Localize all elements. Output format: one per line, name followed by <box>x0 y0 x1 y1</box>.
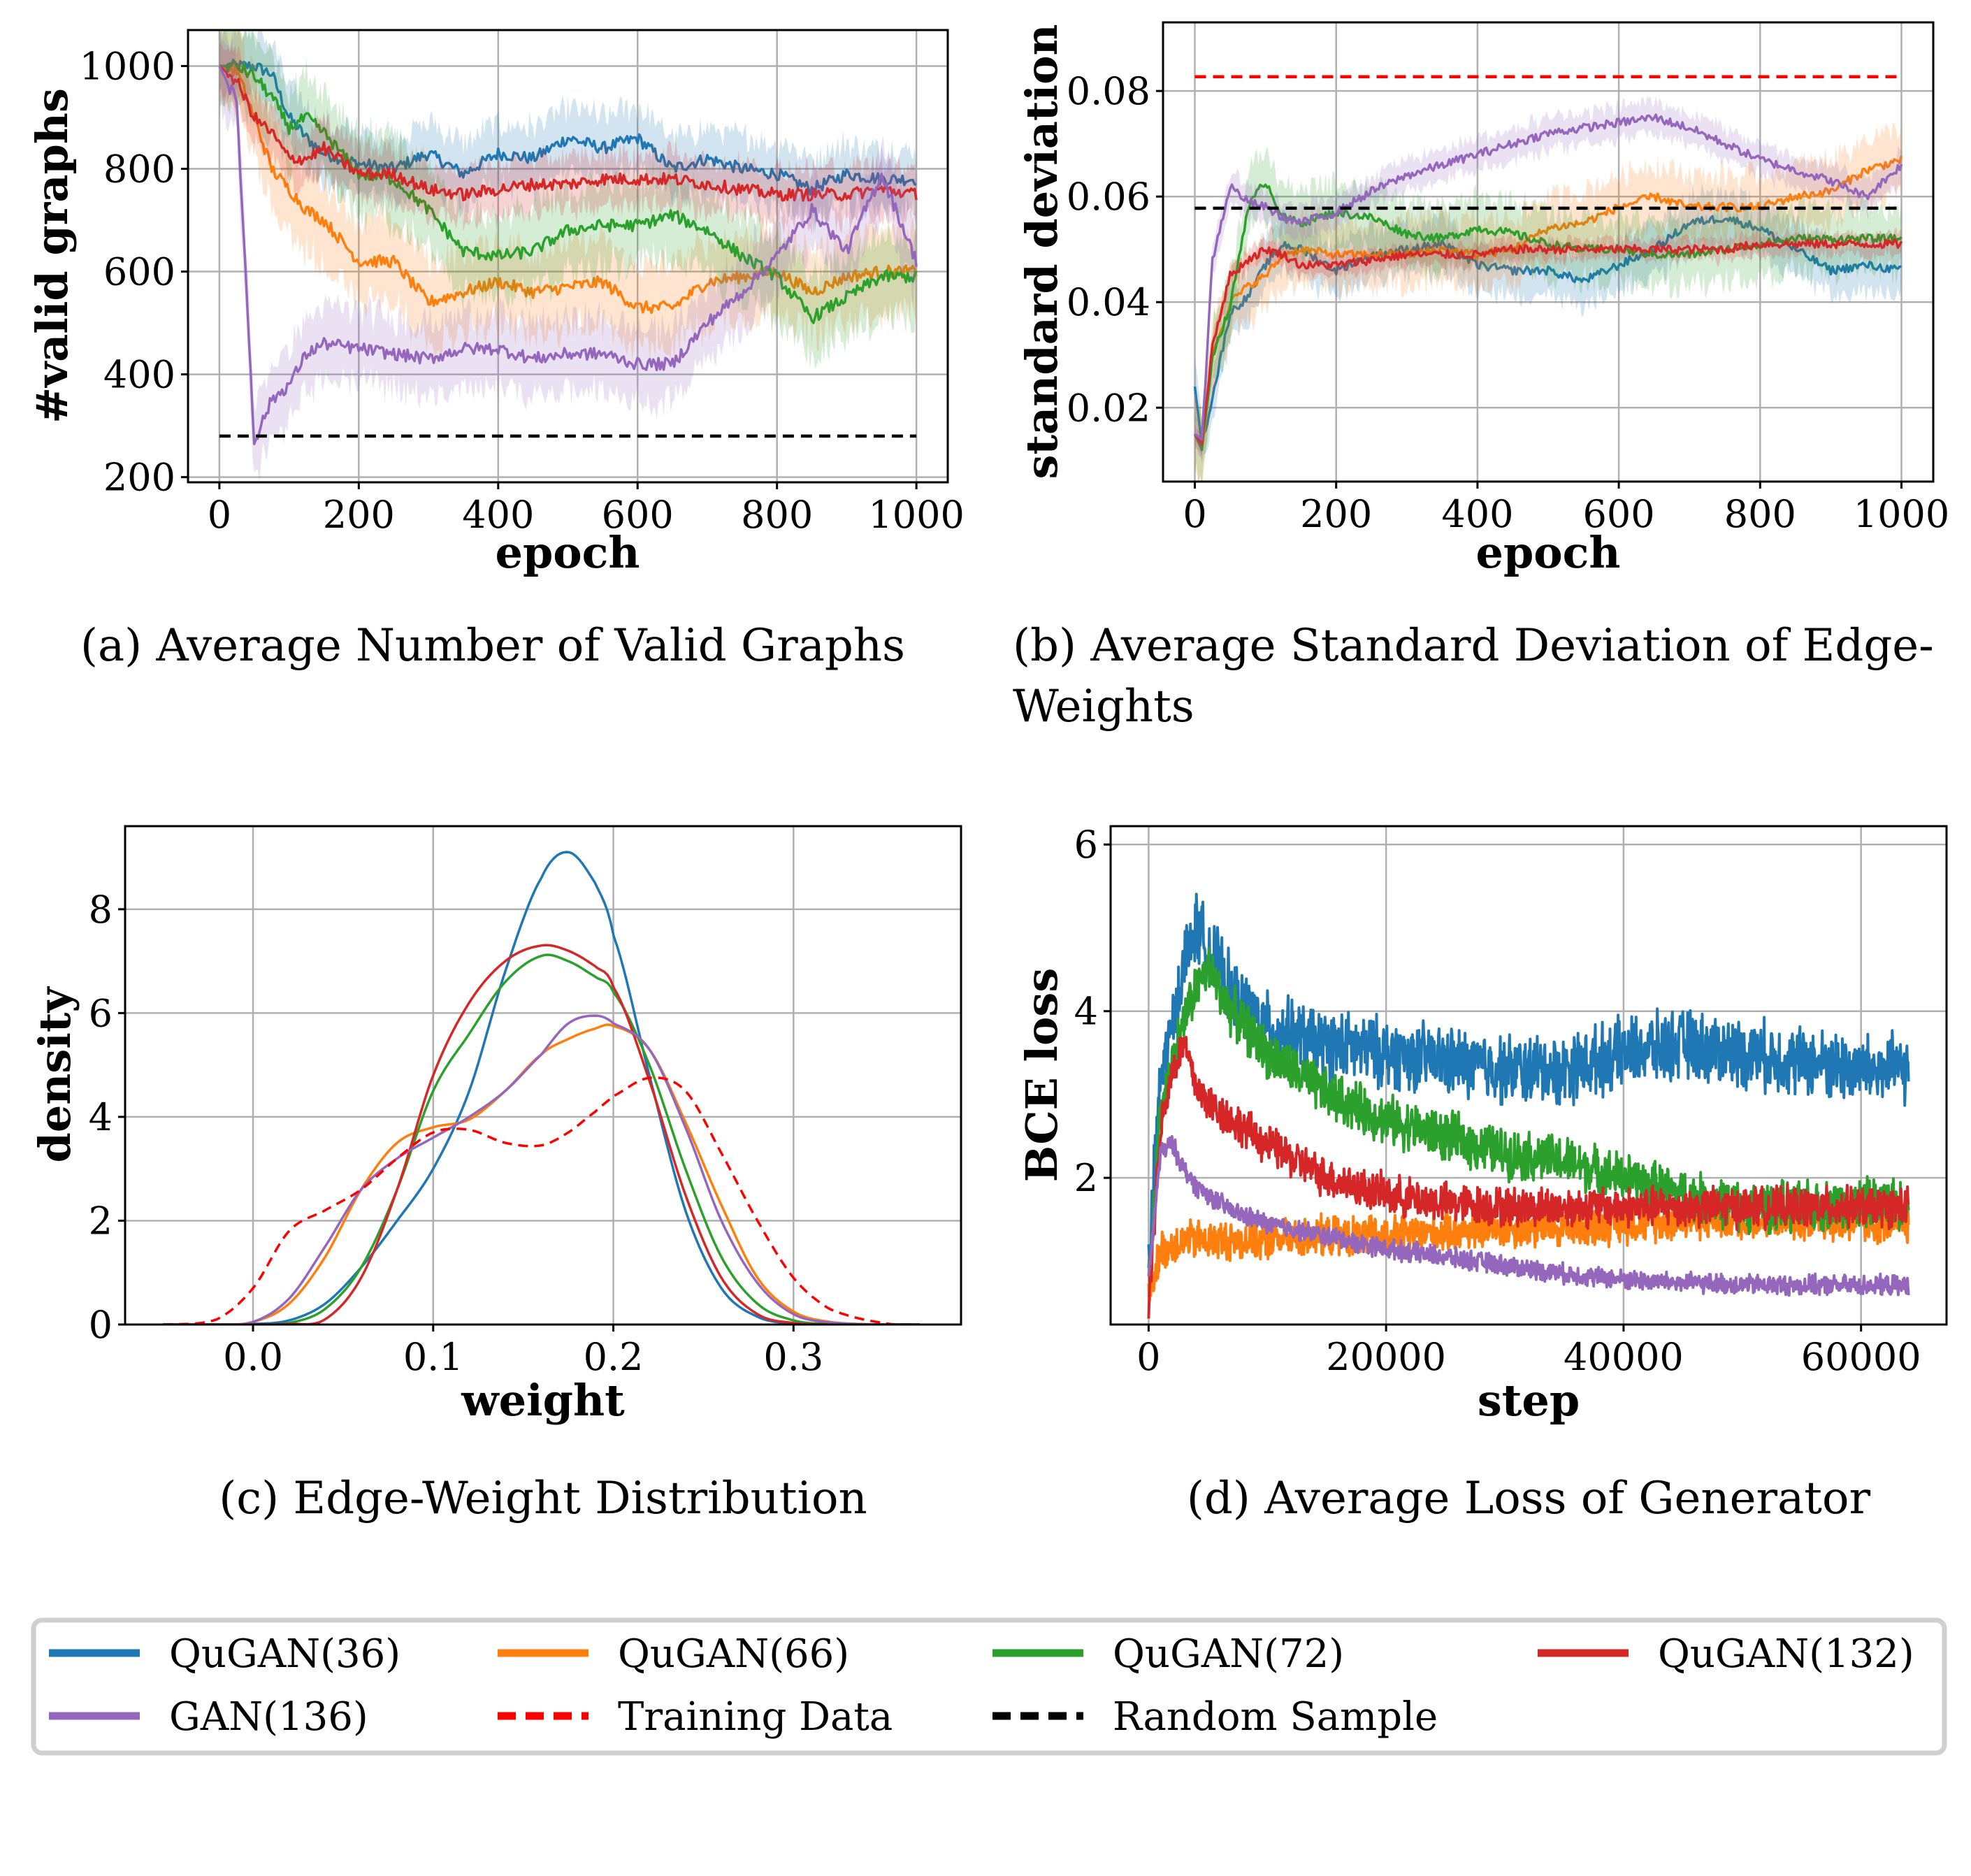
series-line-qugan36 <box>163 851 920 1325</box>
y-tick-label: 8 <box>89 888 113 932</box>
panel-b-caption-line1: (b) Average Standard Deviation of Edge- <box>1013 620 1934 672</box>
panel-b-ylabel: standard deviation <box>1016 24 1067 479</box>
y-tick-label: 4 <box>1074 990 1098 1034</box>
panel-a-xlabel: epoch <box>496 527 640 578</box>
x-tick-label: 400 <box>1441 492 1513 536</box>
confidence-band-gan136 <box>219 30 917 482</box>
legend-item: QuGAN(66) <box>498 1631 849 1677</box>
panel-c-edge-weight-distribution: 0.0 0.1 0.2 0.3 0 2 4 6 8 weight density (c) Edg… <box>29 825 962 1524</box>
y-tick-label: 0.06 <box>1067 175 1150 219</box>
panel-c-caption: (c) Edge-Weight Distribution <box>219 1473 867 1524</box>
panel-c-ylabel: density <box>29 986 80 1163</box>
x-tick-label: 0 <box>1183 492 1206 536</box>
series-line-qugan132 <box>1194 238 1903 446</box>
axes-frame <box>1162 21 1935 483</box>
x-tick-label: 200 <box>1300 492 1372 536</box>
y-tick-label: 0 <box>89 1303 113 1347</box>
x-tick-label: 40000 <box>1564 1335 1684 1379</box>
x-tick-label: 1000 <box>1854 492 1949 536</box>
legend-label: QuGAN(66) <box>618 1631 849 1677</box>
confidence-band-qugan132 <box>1194 225 1902 456</box>
x-tick-label: 1000 <box>868 493 964 537</box>
panel-a-plot-area: 0 200 400 600 800 1000 200 400 600 800 1000 <box>80 29 965 537</box>
panel-d-plot-area: 0 20000 40000 60000 2 4 6 <box>1074 823 1948 1379</box>
x-tick-label: 600 <box>602 493 674 537</box>
series-line-qugan66 <box>1193 155 1903 452</box>
axes-frame <box>187 29 949 484</box>
legend-label: QuGAN(132) <box>1658 1631 1914 1677</box>
series-line-gan136 <box>1147 1134 1910 1297</box>
x-tick-label: 0.3 <box>763 1335 823 1379</box>
panel-d-caption: (d) Average Loss of Generator <box>1187 1473 1871 1524</box>
x-tick-label: 0.2 <box>584 1335 644 1379</box>
series-line-qugan72 <box>163 953 920 1325</box>
confidence-band-qugan72 <box>1194 146 1902 482</box>
x-tick-label: 600 <box>1583 492 1655 536</box>
y-tick-label: 2 <box>89 1199 113 1243</box>
axes-frame <box>1109 825 1948 1326</box>
legend-item: QuGAN(72) <box>992 1631 1344 1677</box>
legend-item: Random Sample <box>992 1694 1438 1740</box>
y-tick-label: 6 <box>89 991 113 1035</box>
x-tick-label: 800 <box>1724 492 1796 536</box>
legend-label: QuGAN(72) <box>1113 1631 1344 1677</box>
legend-label: GAN(136) <box>169 1694 368 1740</box>
panel-d-ylabel: BCE loss <box>1016 968 1067 1182</box>
legend: QuGAN(36) QuGAN(66) QuGAN(72) QuGAN(132) GAN… <box>31 1617 1947 1756</box>
y-tick-label: 200 <box>103 456 175 500</box>
x-tick-label: 0.1 <box>403 1335 463 1379</box>
x-tick-label: 60000 <box>1801 1335 1921 1379</box>
panel-d-generator-loss: 0 20000 40000 60000 2 4 6 step BCE loss (d) Av… <box>1016 823 1948 1524</box>
legend-label: QuGAN(36) <box>169 1631 400 1677</box>
x-tick-label: 400 <box>462 493 534 537</box>
legend-item: QuGAN(132) <box>1538 1631 1914 1677</box>
y-tick-label: 800 <box>103 147 175 192</box>
y-tick-label: 400 <box>103 353 175 397</box>
panel-a-ylabel: #valid graphs <box>27 88 78 424</box>
series-line-qugan132 <box>218 65 918 202</box>
series-line-qugan66 <box>219 64 918 315</box>
panel-b-caption-line2: Weights <box>1013 681 1194 733</box>
legend-label: Random Sample <box>1113 1694 1438 1740</box>
y-tick-label: 1000 <box>80 44 175 88</box>
y-tick-label: 4 <box>89 1095 113 1139</box>
series-line-qugan132 <box>163 944 920 1325</box>
confidence-band-qugan66 <box>1194 122 1902 482</box>
y-tick-label: 2 <box>1074 1156 1098 1200</box>
x-tick-label: 0.0 <box>223 1335 283 1379</box>
panel-b-xlabel: epoch <box>1476 527 1621 578</box>
x-tick-label: 0 <box>1136 1335 1160 1379</box>
series-line-training data <box>163 1076 920 1325</box>
y-tick-label: 0.08 <box>1067 69 1150 113</box>
confidence-band-qugan72 <box>219 30 917 370</box>
y-tick-label: 6 <box>1074 823 1098 867</box>
x-tick-label: 20000 <box>1326 1335 1446 1379</box>
panel-c-plot-area: 0.0 0.1 0.2 0.3 0 2 4 6 8 <box>89 825 962 1379</box>
series-line-gan136 <box>163 1014 920 1325</box>
panel-b-plot-area: 0 200 400 600 800 1000 0.02 0.04 0.06 0.08 <box>1067 21 1949 536</box>
x-tick-label: 800 <box>741 493 813 537</box>
legend-item: GAN(136) <box>49 1694 368 1740</box>
legend-item: QuGAN(36) <box>49 1631 400 1677</box>
panel-c-xlabel: weight <box>461 1375 625 1426</box>
series-line-qugan72 <box>219 59 918 324</box>
series-line-qugan66 <box>163 1023 920 1325</box>
legend-label: Training Data <box>618 1694 893 1740</box>
y-tick-label: 600 <box>103 250 175 294</box>
series-line-gan136 <box>218 65 918 446</box>
y-tick-label: 0.02 <box>1067 386 1150 430</box>
x-tick-label: 200 <box>323 493 395 537</box>
series-line-qugan132 <box>1147 1036 1910 1319</box>
panel-a-caption: (a) Average Number of Valid Graphs <box>80 620 905 672</box>
y-tick-label: 0.04 <box>1067 280 1150 324</box>
x-tick-label: 0 <box>208 493 231 537</box>
legend-item: Training Data <box>498 1694 893 1740</box>
panel-d-xlabel: step <box>1478 1375 1580 1426</box>
axes-frame <box>124 825 962 1326</box>
series-line-gan136 <box>1194 113 1903 441</box>
